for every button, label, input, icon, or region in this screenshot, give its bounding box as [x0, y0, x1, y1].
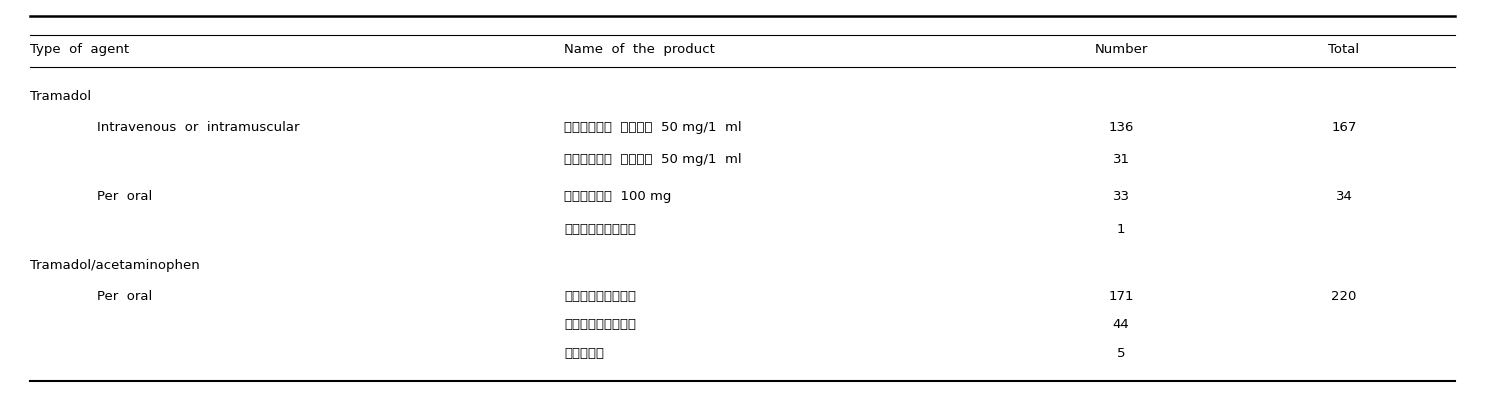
Text: 신풍트라마돌  염산염주  50 mg/1  ml: 신풍트라마돌 염산염주 50 mg/1 ml — [564, 121, 742, 134]
Text: 167: 167 — [1331, 121, 1357, 134]
Text: 33: 33 — [1112, 190, 1130, 203]
Text: 220: 220 — [1331, 290, 1357, 303]
Text: 울트라셋이알세미정: 울트라셋이알세미정 — [564, 318, 636, 331]
Text: Number: Number — [1094, 43, 1148, 56]
Text: Intravenous  or  intramuscular: Intravenous or intramuscular — [97, 121, 298, 134]
Text: 한웈트라마돌  염산염주  50 mg/1  ml: 한웈트라마돌 염산염주 50 mg/1 ml — [564, 152, 742, 166]
Text: 1: 1 — [1117, 223, 1126, 237]
Text: 트리돌서방정  100 mg: 트리돌서방정 100 mg — [564, 190, 671, 203]
Text: Per  oral: Per oral — [97, 190, 151, 203]
Text: Name  of  the  product: Name of the product — [564, 43, 716, 56]
Text: 울트라셋정: 울트라셋정 — [564, 347, 604, 360]
Text: Per  oral: Per oral — [97, 290, 151, 303]
Text: 31: 31 — [1112, 152, 1130, 166]
Text: Total: Total — [1329, 43, 1359, 56]
Text: 171: 171 — [1108, 290, 1135, 303]
Text: 트리마롬세미서방정: 트리마롬세미서방정 — [564, 223, 636, 237]
Text: 5: 5 — [1117, 347, 1126, 360]
Text: 136: 136 — [1108, 121, 1135, 134]
Text: Tramadol/acetaminophen: Tramadol/acetaminophen — [30, 259, 199, 272]
Text: 44: 44 — [1112, 318, 1130, 331]
Text: 34: 34 — [1335, 190, 1353, 203]
Text: 울트라셋이알서방정: 울트라셋이알서방정 — [564, 290, 636, 303]
Text: Type  of  agent: Type of agent — [30, 43, 129, 56]
Text: Tramadol: Tramadol — [30, 90, 91, 103]
